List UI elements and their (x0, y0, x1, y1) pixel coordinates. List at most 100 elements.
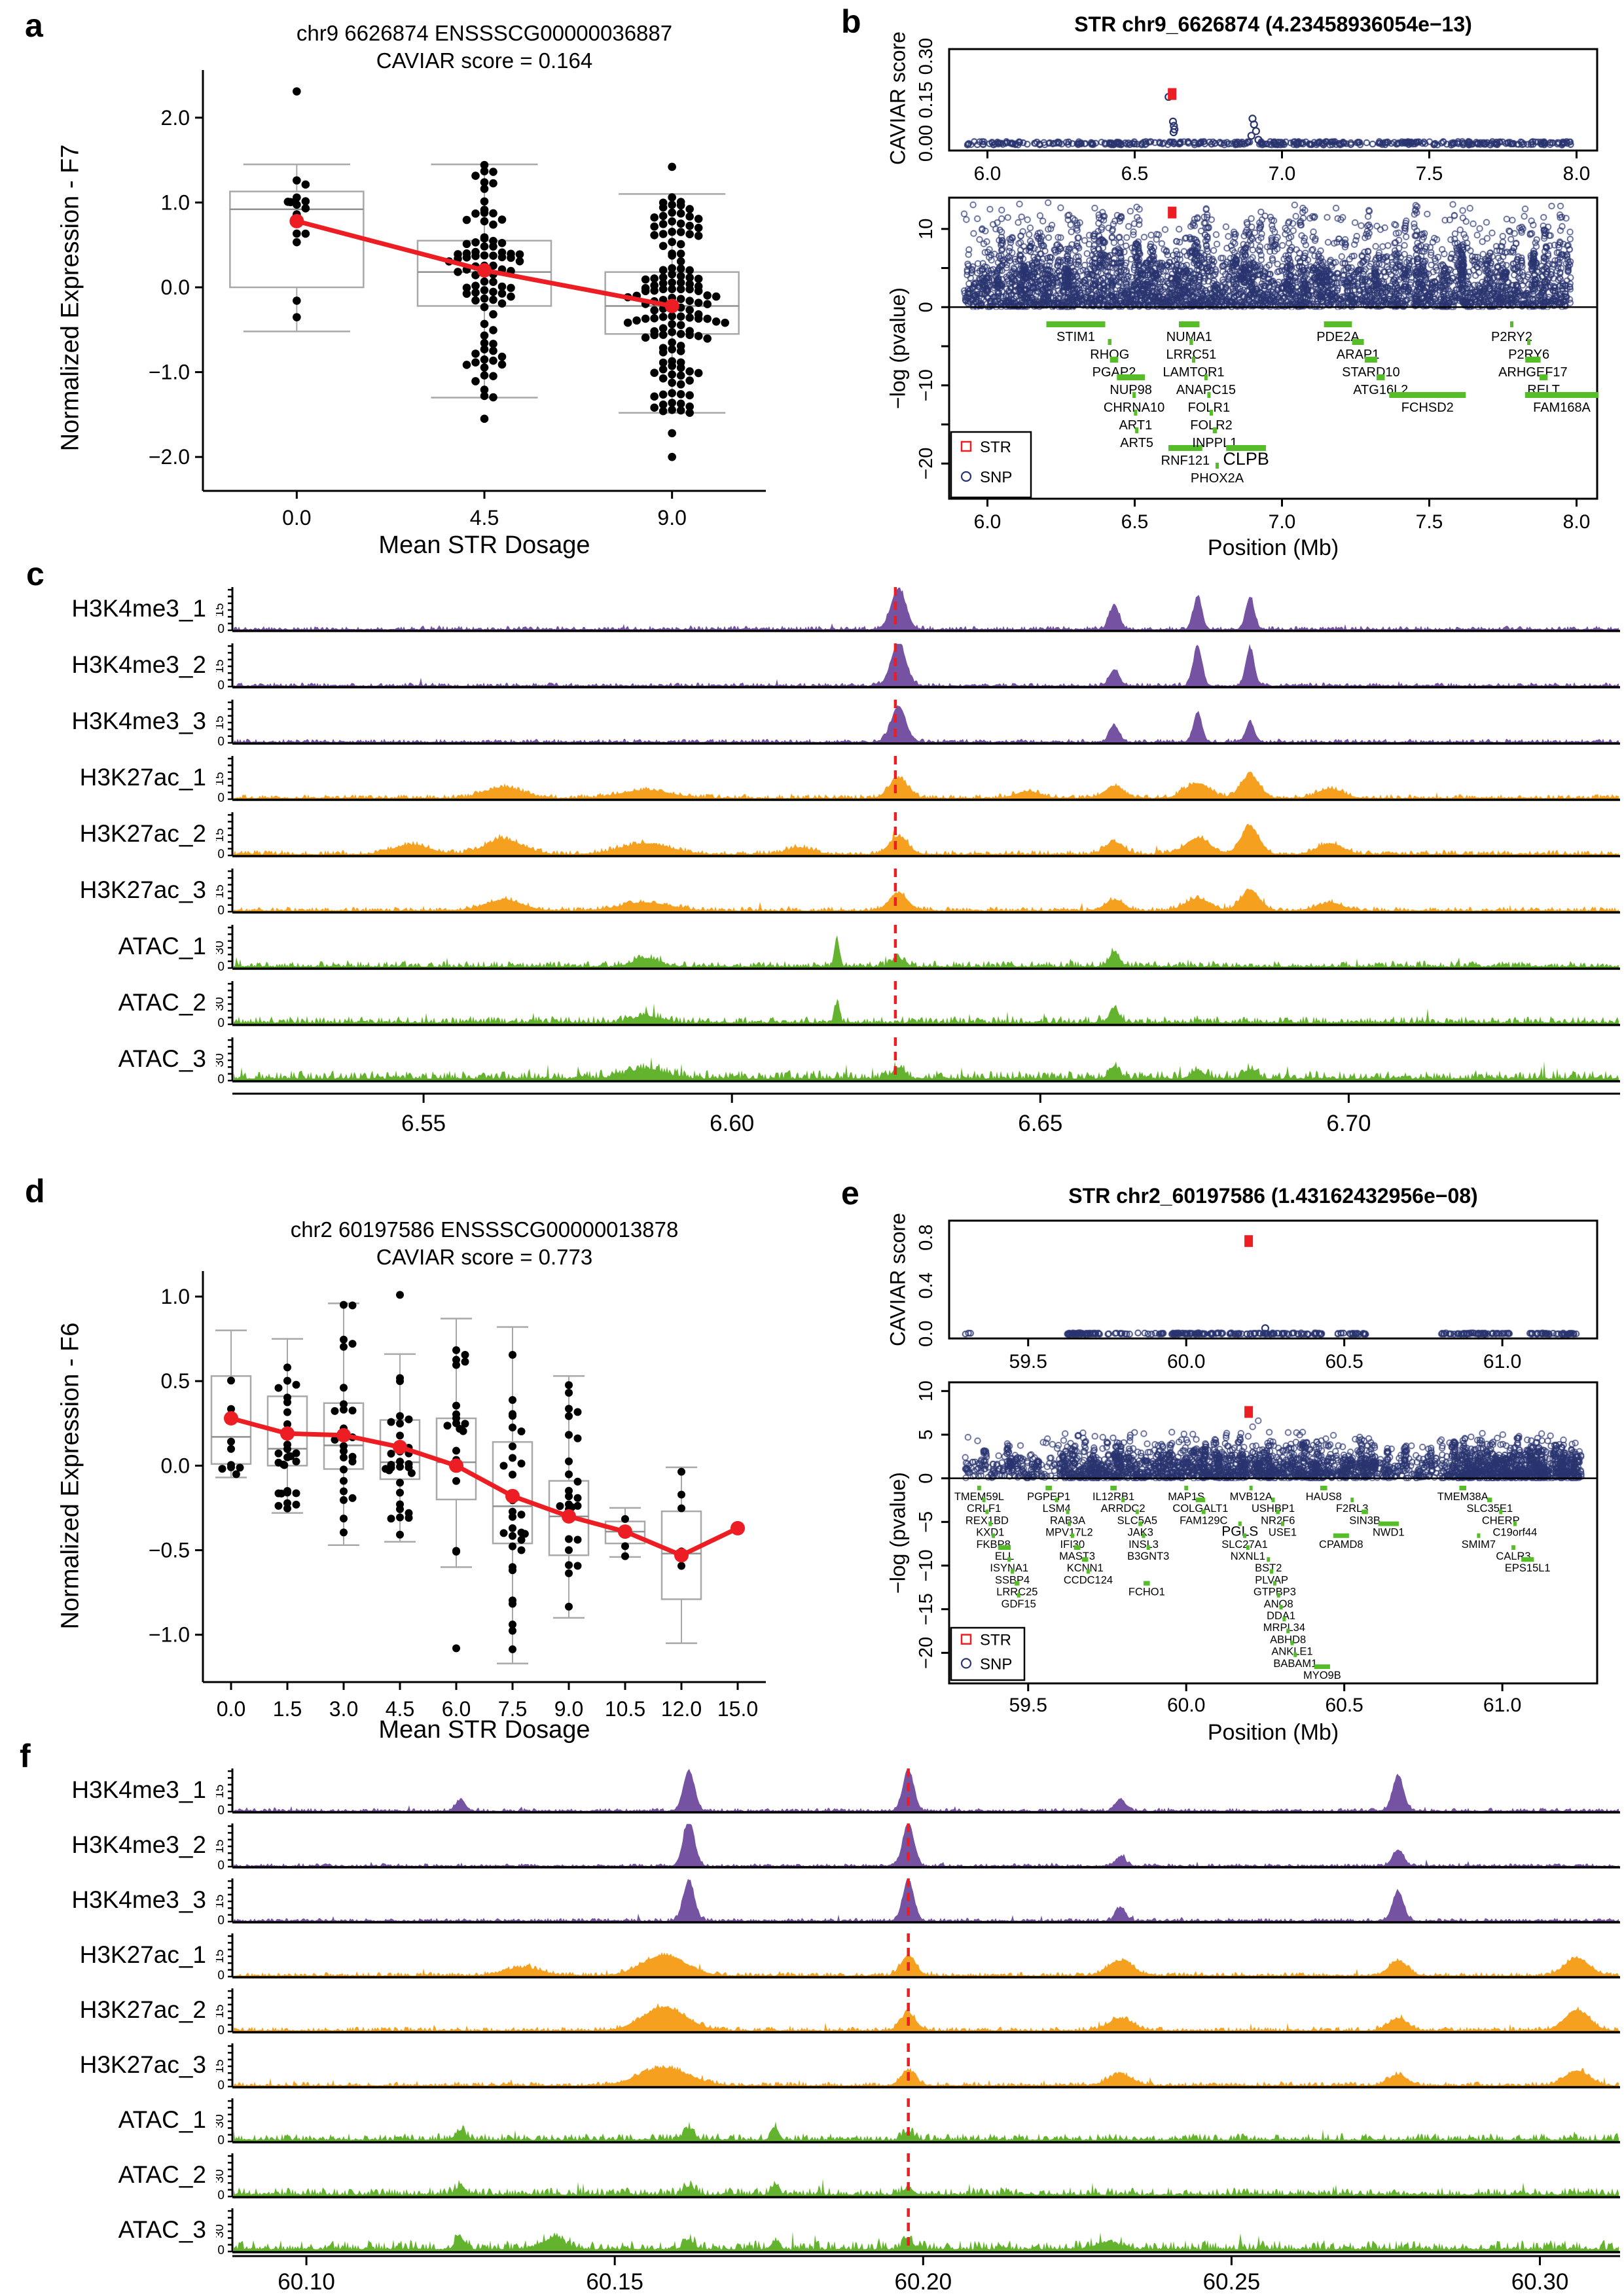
gene-bar (1350, 1498, 1354, 1503)
track-y-label: 15 (216, 1949, 226, 1963)
track-label-H3K27ac_2: H3K27ac_2 (79, 820, 206, 847)
track-svg-ATAC_2: 0 30 (216, 2153, 1620, 2199)
track-y-zero: 0 (217, 679, 225, 689)
gene-bar (1324, 321, 1352, 327)
y-tick-label: 0.5 (161, 1369, 190, 1393)
gene-label: ART5 (1120, 436, 1153, 450)
str-marker (1168, 88, 1177, 100)
gene-bar (1192, 357, 1195, 363)
panel-d-title: chr2 60197586 ENSSSCG00000013878 CAVIAR … (190, 1216, 779, 1271)
gene-bar (1081, 1557, 1089, 1562)
panel-e-locus-plot: 59.5 60.0 60.5 61.0 10 5 0 −5 −10 −15 −20 TMEM59L PG… (871, 1376, 1623, 1752)
data-points (283, 87, 729, 461)
gene-label-highlight: PGLS (1221, 1524, 1258, 1539)
gene-label: NWD1 (1373, 1527, 1405, 1539)
legend-snp-label: SNP (980, 469, 1012, 486)
gene-label: PHOX2A (1191, 471, 1244, 486)
x-tick-label: 60.10 (278, 2269, 335, 2295)
track-y-label: 30 (216, 2114, 226, 2128)
panel-d-title-line1: chr2 60197586 ENSSSCG00000013878 (290, 1217, 679, 1242)
panel-b-title: STR chr9_6626874 (4.23458936054e−13) (1074, 12, 1472, 36)
gene-bar (1521, 1557, 1534, 1562)
tracks-x-axis: 6.55 6.60 6.65 6.70 (216, 1092, 1623, 1151)
track-y-zero: 0 (217, 2024, 225, 2034)
x-tick-label: 4.5 (470, 506, 499, 529)
track-label-H3K27ac_2: H3K27ac_2 (79, 1996, 206, 2023)
gene-label: SLC27A1 (1221, 1539, 1268, 1551)
track-label-H3K4me3_3: H3K4me3_3 (71, 1886, 206, 1913)
gene-label: CCDC124 (1064, 1574, 1113, 1586)
gene-bar (1144, 1581, 1150, 1586)
track-svg-H3K27ac_2: 0 15 (216, 1988, 1620, 2034)
gene-label: LRRC51 (1166, 348, 1217, 362)
gene-bar (1046, 321, 1106, 327)
y-tick-label: 0.0 (161, 1454, 190, 1477)
x-tick-label: 0.0 (282, 506, 311, 529)
track-y-label: 15 (216, 884, 226, 898)
y-tick-label: 1.0 (161, 1285, 190, 1308)
legend-str-label: STR (980, 1632, 1011, 1649)
track-label-H3K27ac_3: H3K27ac_3 (79, 876, 206, 903)
y-tick-label: −2.0 (149, 445, 190, 469)
panel-d-title-line2: CAVIAR score = 0.773 (376, 1245, 593, 1269)
y-tick-label: −0.5 (149, 1539, 190, 1562)
gene-label: TMEM38A (1437, 1491, 1489, 1503)
axes: 6.0 6.5 7.0 7.5 8.0 10 0 −10 −20 (916, 196, 1598, 533)
gene-label: ABHD8 (1270, 1634, 1306, 1645)
y-tick-label: −20 (916, 1637, 937, 1669)
track-H3K4me3_3: 0 15 (216, 697, 1623, 745)
panel-a-eqtl-plot: 2.0 1.0 0.0 −1.0 −2.0 0.0 4.5 9.0 (39, 29, 818, 573)
track-y-zero: 0 (217, 2134, 225, 2144)
track-label-ATAC_1: ATAC_1 (118, 2106, 206, 2133)
track-label-H3K4me3_3: H3K4me3_3 (71, 708, 206, 734)
track-svg-ATAC_1: 0 30 (216, 2098, 1620, 2144)
gene-bar (1179, 321, 1200, 327)
legend-snp-swatch (960, 1658, 972, 1669)
x-tick-label: 60.15 (586, 2269, 643, 2295)
track-label-H3K27ac_1: H3K27ac_1 (79, 1941, 206, 1968)
gene-bar (998, 1545, 1011, 1550)
gene-bar (1513, 1521, 1517, 1526)
track-svg-H3K27ac_1: 0 15 (216, 756, 1620, 802)
gene-label: KXD1 (976, 1527, 1004, 1539)
gene-bar (1510, 321, 1513, 327)
track-signal (234, 1057, 1619, 1081)
gene-label: RHOG (1090, 348, 1129, 362)
track-signal (234, 2231, 1619, 2251)
track-signal (234, 772, 1619, 799)
track-y-label: 15 (216, 1784, 226, 1798)
x-tick-label: 6.65 (1018, 1111, 1062, 1136)
gene-bar (1070, 1533, 1074, 1538)
gene-bar (1110, 357, 1119, 363)
track-signal (234, 823, 1619, 855)
gene-bar (1276, 1509, 1280, 1515)
x-tick-label: 10.5 (605, 1697, 645, 1721)
gene-bar (1364, 357, 1377, 363)
panel-f-letter: f (20, 1738, 31, 1774)
track-svg-H3K27ac_2: 0 15 (216, 812, 1620, 858)
gene-bar (1132, 392, 1136, 398)
gene-label: SLC35E1 (1466, 1503, 1513, 1515)
track-svg-H3K4me3_3: 0 15 (216, 1878, 1620, 1924)
track-H3K4me3_2: 0 15 (216, 1821, 1623, 1869)
gene-label: FCHSD2 (1401, 401, 1454, 415)
track-svg-H3K27ac_3: 0 15 (216, 869, 1620, 914)
gene-bar (977, 1486, 981, 1490)
axes: 2.0 1.0 0.0 −1.0 −2.0 0.0 4.5 9.0 (149, 70, 766, 529)
track-signal (234, 2003, 1619, 2032)
elevated-snps (1164, 92, 1263, 144)
track-H3K4me3_2: 0 15 (216, 641, 1623, 689)
track-signal (234, 2064, 1619, 2087)
gene-bar (1017, 1592, 1020, 1598)
track-label-H3K27ac_3: H3K27ac_3 (79, 2051, 206, 2078)
y-tick-label: −5 (916, 1511, 937, 1533)
track-H3K27ac_1: 0 15 (216, 753, 1623, 802)
panel-c-tracks: H3K4me3_1 0 15 H3K4me3_2 0 15 H3K4me3_3 0 15 H3K2… (0, 584, 1624, 1151)
gene-bar (1352, 339, 1364, 345)
x-tick-label: 0.0 (217, 1697, 245, 1721)
y-tick-label: 0.15 (916, 81, 937, 118)
panel-e-letter: e (841, 1175, 859, 1211)
gene-label: ARHGEF17 (1498, 365, 1568, 380)
x-tick-label: 6.0 (974, 511, 1001, 533)
